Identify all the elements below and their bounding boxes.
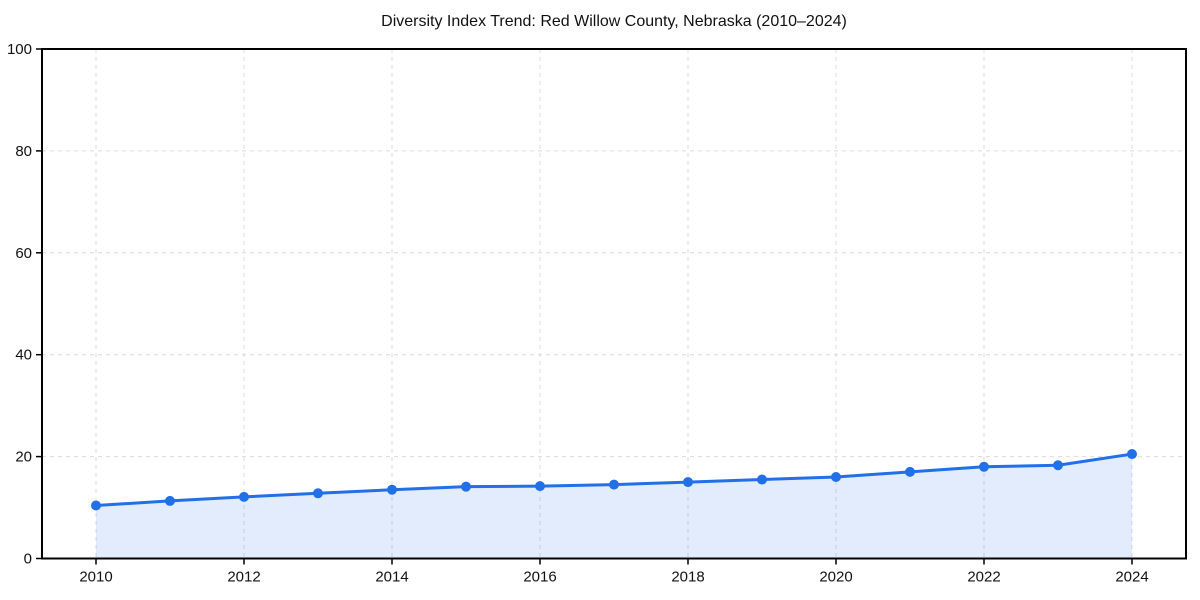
y-tick-label: 100 — [7, 41, 32, 58]
x-tick-label: 2022 — [967, 569, 1000, 586]
y-tick-label: 0 — [24, 551, 32, 568]
data-point-2019 — [757, 474, 767, 485]
data-point-2011 — [165, 495, 175, 506]
x-tick-label: 2018 — [671, 569, 704, 586]
y-tick-label: 20 — [15, 449, 32, 466]
data-point-2020 — [831, 471, 841, 482]
data-point-2021 — [905, 466, 915, 477]
plot-border — [41, 48, 1187, 560]
x-tick-label: 2024 — [1115, 569, 1148, 586]
data-point-2017 — [609, 479, 619, 490]
data-point-2016 — [535, 481, 545, 492]
data-point-2013 — [313, 488, 323, 499]
x-tick-label: 2014 — [375, 569, 408, 586]
chart-title: Diversity Index Trend: Red Willow County… — [381, 13, 847, 30]
data-point-2024 — [1127, 449, 1137, 460]
data-point-2023 — [1053, 460, 1063, 471]
x-tick-label: 2020 — [819, 569, 852, 586]
x-tick-label: 2012 — [227, 569, 260, 586]
area-fill — [96, 454, 1132, 559]
x-tick-label: 2016 — [523, 569, 556, 586]
data-point-2012 — [239, 491, 249, 502]
y-tick-label: 40 — [15, 347, 32, 364]
data-point-2014 — [387, 484, 397, 495]
data-point-2022 — [979, 461, 989, 472]
data-point-2018 — [683, 477, 693, 488]
data-point-2015 — [461, 481, 471, 492]
x-tick-label: 2010 — [79, 569, 112, 586]
y-tick-label: 60 — [15, 245, 32, 262]
data-point-2010 — [91, 500, 101, 511]
y-tick-label: 80 — [15, 143, 32, 160]
